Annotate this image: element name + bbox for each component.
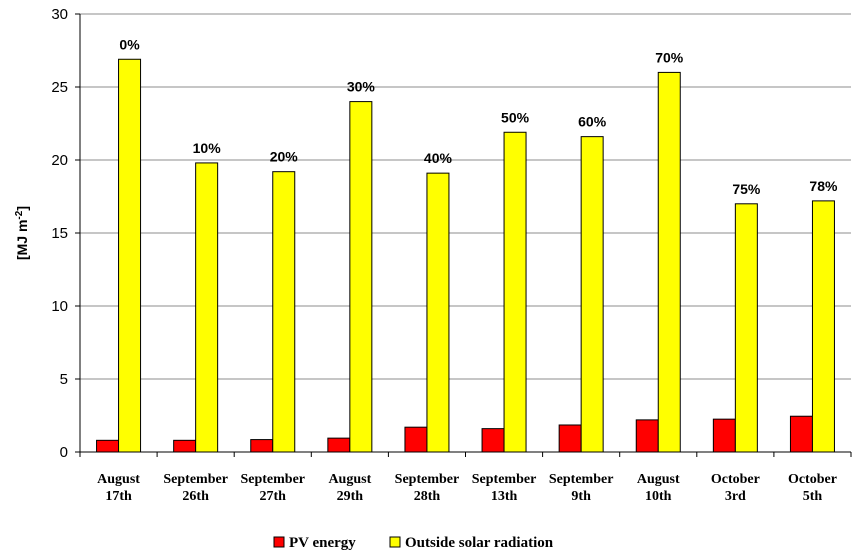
bar-pv-energy <box>250 439 274 453</box>
legend: PV energy Outside solar radiation <box>273 535 554 551</box>
bar-outside-solar-radiation <box>657 71 681 453</box>
legend-swatch <box>273 536 285 548</box>
bar-outside-solar-radiation <box>118 58 142 453</box>
bar-pv-energy <box>96 439 120 453</box>
legend-label: PV energy <box>289 535 356 551</box>
bar-outside-solar-radiation <box>272 171 296 453</box>
y-axis-ticks: 0 5 10 15 20 25 30 <box>51 6 80 461</box>
x-tick-label: September <box>163 472 228 487</box>
y-tick-label: 25 <box>51 79 68 96</box>
percentage-label: 0% <box>119 36 140 52</box>
x-tick-label: September <box>549 472 614 487</box>
x-axis-labels: August 17th September 26th September 27th Augu… <box>79 452 852 504</box>
x-tick-label: 26th <box>182 489 209 504</box>
x-tick-label: September <box>395 472 460 487</box>
x-tick-label: 28th <box>414 489 441 504</box>
bar-pv-energy <box>327 437 351 453</box>
percentage-label: 75% <box>732 181 761 197</box>
percentage-label: 10% <box>193 140 222 156</box>
bar-pv-energy <box>789 415 813 453</box>
y-tick-label: 5 <box>60 371 68 388</box>
x-tick-label: September <box>472 472 537 487</box>
x-tick-label: 5th <box>803 489 823 504</box>
y-tick-label: 15 <box>51 225 68 242</box>
y-tick-label: 20 <box>51 152 68 169</box>
y-tick-label: 10 <box>51 298 68 315</box>
x-tick-label: August <box>328 472 371 487</box>
x-tick-label: August <box>637 472 680 487</box>
x-tick-label: 17th <box>105 489 132 504</box>
percentage-label: 78% <box>809 178 838 194</box>
x-tick-label: 27th <box>260 489 287 504</box>
legend-swatch <box>389 536 401 548</box>
percentage-label: 20% <box>270 149 299 165</box>
x-tick-label: October <box>788 472 837 487</box>
percentage-label: 70% <box>655 49 684 65</box>
axes <box>79 14 851 453</box>
bar-outside-solar-radiation <box>580 136 604 453</box>
x-tick-label: 3rd <box>725 489 746 504</box>
y-axis-label: [MJ m-2] <box>14 206 31 260</box>
bar-pv-energy <box>558 424 582 453</box>
percentage-label: 40% <box>424 150 453 166</box>
bars <box>96 58 835 453</box>
bar-pv-energy <box>481 428 505 453</box>
bar-pv-energy <box>173 439 197 453</box>
percentage-label: 50% <box>501 109 530 125</box>
x-tick-label: October <box>711 472 760 487</box>
bar-outside-solar-radiation <box>811 200 835 453</box>
percentage-label: 30% <box>347 79 376 95</box>
x-tick-label: August <box>97 472 140 487</box>
legend-label: Outside solar radiation <box>405 535 554 551</box>
x-tick-label: 29th <box>337 489 364 504</box>
bar-outside-solar-radiation <box>349 101 373 453</box>
bar-outside-solar-radiation <box>503 131 527 453</box>
bar-pv-energy <box>635 419 659 453</box>
x-tick-label: 13th <box>491 489 518 504</box>
bar-outside-solar-radiation <box>426 172 450 453</box>
bar-outside-solar-radiation <box>195 162 219 453</box>
percentage-labels: 0% 10% 20% 30% 40% 50% 60% 70% 75% 78% <box>119 36 838 197</box>
percentage-label: 60% <box>578 114 607 130</box>
x-tick-label: 9th <box>571 489 591 504</box>
bar-pv-energy <box>712 418 736 453</box>
x-tick-label: 10th <box>645 489 672 504</box>
bar-pv-energy <box>404 426 428 453</box>
x-tick-label: September <box>240 472 305 487</box>
y-tick-label: 30 <box>51 6 68 23</box>
y-tick-label: 0 <box>60 444 68 461</box>
bar-outside-solar-radiation <box>734 203 758 453</box>
